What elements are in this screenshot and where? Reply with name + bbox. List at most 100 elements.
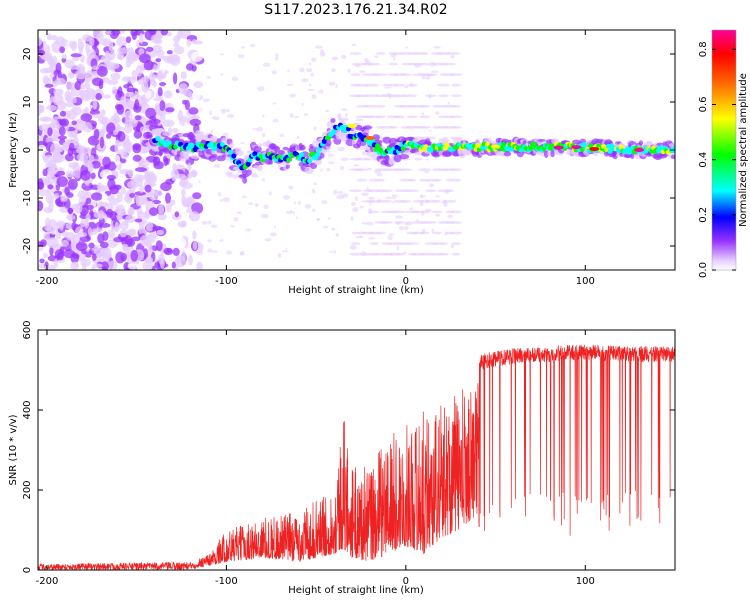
colorbar-ticks: 0.0 0.2 0.4 0.6 0.8 [698, 41, 736, 278]
spectrogram-cell [210, 130, 214, 134]
spectrogram-cell [207, 239, 212, 243]
spectrogram-ytick-label: -10 [22, 190, 33, 206]
spectrogram-cell [375, 143, 380, 149]
spectrogram-cell [163, 90, 173, 99]
spectrogram-cell [350, 73, 361, 76]
spectrogram-cell [388, 233, 395, 236]
spectrogram-cell [207, 220, 212, 225]
spectrogram-cell [237, 54, 245, 58]
spectrogram-cell [290, 210, 293, 213]
spectrogram-cell [638, 140, 644, 146]
spectrogram-cell [71, 56, 80, 62]
spectrogram-cell [139, 185, 144, 194]
spectrogram-cell [399, 153, 410, 160]
spectrogram-cell [119, 168, 131, 175]
spectrogram-cell [369, 242, 380, 246]
spectrogram-cell [131, 236, 141, 242]
spectrogram-cell [75, 241, 88, 252]
spectrogram-cell [80, 258, 91, 267]
spectrogram-cell [253, 145, 262, 154]
spectrogram-xlabel: Height of straight line (km) [288, 285, 424, 296]
spectrogram-cell [184, 122, 189, 134]
spectrogram-cell [375, 52, 386, 55]
spectrogram-cell [670, 154, 675, 159]
spectrogram-cell [166, 140, 172, 146]
spectrogram-cell [272, 102, 277, 105]
spectrogram-cell [355, 118, 364, 122]
spectrogram-cell [420, 210, 430, 214]
spectrogram-cell [391, 194, 398, 198]
snr-xtick-label: 100 [576, 576, 595, 587]
spectrogram-cell [414, 157, 423, 161]
spectrogram-cell [91, 192, 103, 201]
snr-xtick-label: 0 [403, 576, 409, 587]
spectrogram-cell [307, 88, 316, 91]
spectrogram-cell [315, 45, 323, 49]
spectrogram-cell [174, 211, 179, 218]
spectrogram-cell [281, 250, 289, 253]
spectrogram-cell [233, 216, 239, 222]
spectrogram-cell [366, 187, 369, 190]
spectrogram-cell [449, 231, 463, 235]
spectrogram-cell [447, 214, 453, 219]
spectrogram-cell [242, 176, 248, 184]
spectrogram-cell [189, 118, 202, 126]
spectrogram-cell [388, 62, 399, 66]
spectrogram-cell [341, 54, 347, 60]
spectrogram-cell [44, 44, 51, 54]
spectrogram-cell [156, 229, 164, 235]
spectrogram-cell [634, 148, 645, 152]
spectrogram-cell [57, 135, 67, 140]
spectrogram-cell [115, 126, 125, 131]
spectrogram-cell [114, 204, 126, 215]
spectrogram-xtick-label: 0 [403, 276, 409, 287]
spectrogram-cell [392, 57, 396, 61]
spectrogram-cell [354, 196, 358, 201]
spectrogram-cell [68, 162, 78, 169]
colorbar-frame [711, 29, 737, 271]
spectrogram-cell [425, 76, 431, 80]
spectrogram-cell [571, 145, 582, 150]
spectrogram-cell [120, 152, 129, 160]
spectrogram-cell [618, 144, 624, 150]
spectrogram-cell [200, 107, 203, 112]
spectrogram-cell [81, 181, 93, 191]
spectrogram-cell [331, 128, 337, 134]
spectrogram-cell [347, 124, 357, 128]
spectrogram-cell [92, 100, 98, 110]
spectrogram-cell [553, 145, 564, 150]
spectrogram-cell [331, 68, 336, 73]
spectrogram-cell [395, 252, 404, 256]
spectrogram-cell [361, 192, 369, 197]
spectrogram-cell [38, 181, 45, 190]
spectrogram-cell [53, 88, 64, 96]
spectrogram-cell [307, 158, 313, 164]
spectrogram-cell [451, 252, 461, 256]
spectrogram-cell [191, 39, 197, 44]
spectrogram-cell [61, 54, 67, 60]
spectrogram-cell [190, 51, 203, 63]
spectrogram-cell [142, 219, 147, 225]
spectrogram-cell [395, 189, 405, 193]
spectrogram-cell [70, 53, 82, 58]
spectrogram-cell [271, 70, 277, 75]
spectrogram-cell [90, 172, 96, 180]
spectrogram-cell [60, 194, 65, 202]
spectrogram-cell [42, 116, 52, 122]
spectrogram-cell [79, 235, 91, 243]
spectrogram-cell [122, 138, 131, 149]
spectrogram-cell [588, 143, 594, 149]
spectrogram-cell [426, 158, 429, 161]
spectrogram-cell [313, 126, 317, 131]
spectrogram-cell [301, 78, 309, 83]
spectrogram-cell [450, 210, 462, 214]
snr-ytick-label: 600 [22, 320, 33, 339]
spectrogram-cell [92, 263, 103, 268]
spectrogram-cell [425, 200, 437, 203]
spectrogram-cell [449, 221, 463, 224]
spectrogram-cell [170, 199, 176, 206]
spectrogram-cell [252, 151, 258, 157]
spectrogram-cell [445, 189, 454, 193]
spectrogram-cell [442, 200, 457, 203]
